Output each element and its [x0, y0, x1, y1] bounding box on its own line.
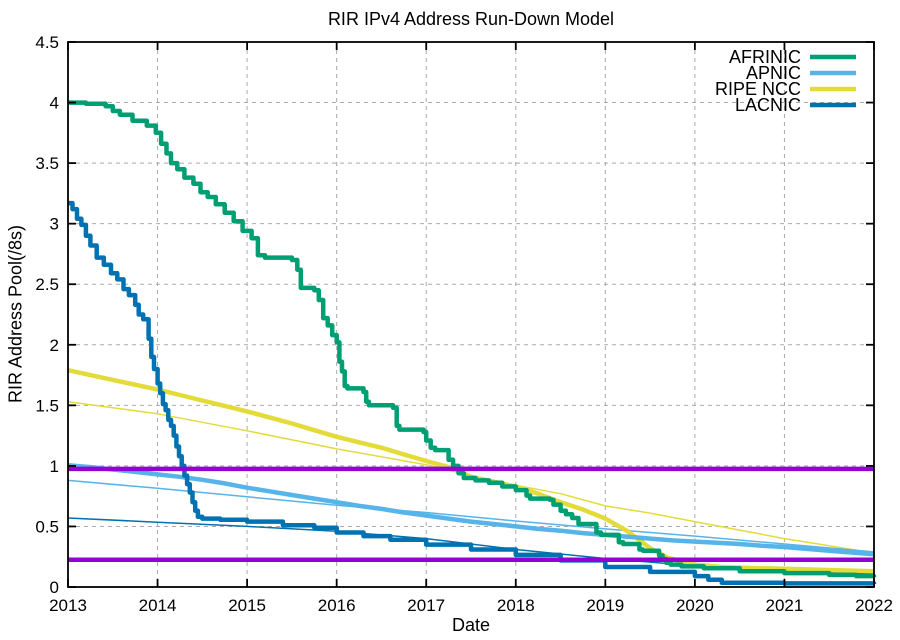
y-tick-label: 0 — [50, 578, 59, 597]
legend-label-afrinic: AFRINIC — [729, 47, 801, 67]
y-tick-label: 1.5 — [35, 396, 59, 415]
x-tick-label: 2016 — [318, 596, 356, 615]
legend-label-lacnic: LACNIC — [735, 95, 801, 115]
x-tick-label: 2019 — [586, 596, 624, 615]
y-tick-label: 2.5 — [35, 275, 59, 294]
x-tick-label: 2020 — [676, 596, 714, 615]
y-tick-label: 3.5 — [35, 154, 59, 173]
y-tick-label: 0.5 — [35, 517, 59, 536]
series-afrinic-line — [68, 100, 877, 579]
series-ripe-ncc-model-line — [67, 400, 875, 554]
x-tick-label: 2017 — [407, 596, 445, 615]
x-tick-label: 2018 — [497, 596, 535, 615]
x-tick-label: 2015 — [228, 596, 266, 615]
x-tick-label: 2022 — [855, 596, 893, 615]
x-tick-label: 2013 — [49, 596, 87, 615]
plot-frame — [67, 41, 875, 588]
legend-label-apnic: APNIC — [746, 63, 801, 83]
y-tick-label: 3 — [50, 215, 59, 234]
y-tick-label: 4.5 — [35, 33, 59, 52]
y-tick-label: 4 — [50, 94, 59, 113]
series-apnic-model-line — [67, 479, 875, 553]
chart-title: RIR IPv4 Address Run-Down Model — [327, 9, 615, 29]
series-lacnic-line — [68, 200, 877, 586]
series-apnic-line — [67, 463, 875, 557]
x-axis-label: Date — [451, 615, 491, 635]
x-tick-label: 2021 — [766, 596, 804, 615]
y-tick-label: 2 — [50, 336, 59, 355]
legend-label-ripe-ncc: RIPE NCC — [715, 79, 801, 99]
x-tick-label: 2014 — [139, 596, 177, 615]
y-tick-label: 1 — [50, 457, 59, 476]
